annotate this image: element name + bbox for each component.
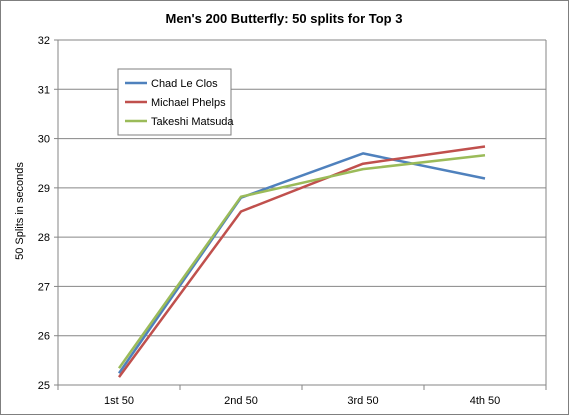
series-line-2 (117, 154, 486, 369)
y-tick-label: 27 (38, 281, 50, 293)
series-line-1 (117, 145, 486, 378)
x-tick-label: 3rd 50 (347, 395, 378, 407)
legend-label: Chad Le Clos (151, 78, 218, 90)
series-line-0 (117, 152, 486, 374)
legend: Chad Le Clos Michael Phelps Takeshi Matsud… (117, 68, 234, 136)
legend-label: Michael Phelps (151, 97, 226, 109)
legend-label: Takeshi Matsuda (151, 116, 234, 128)
y-tick-label: 28 (38, 232, 50, 244)
y-axis-label: 50 Splits in seconds (14, 162, 26, 260)
x-tick-label: 1st 50 (104, 395, 134, 407)
x-tick-label: 2nd 50 (224, 395, 258, 407)
chart-title: Men's 200 Butterfly: 50 splits for Top 3 (166, 11, 403, 26)
y-tick-label: 29 (38, 183, 50, 195)
series-lines (117, 145, 486, 378)
y-tick-label: 30 (38, 134, 50, 146)
y-tick-label: 31 (38, 84, 50, 96)
y-tick-label: 26 (38, 331, 50, 343)
x-tick-label: 4th 50 (470, 395, 501, 407)
axes: 25 26 27 28 29 30 31 32 1st 50 2nd 50 3rd 50 4th 50 (38, 35, 547, 407)
y-tick-label: 25 (38, 380, 50, 392)
y-tick-label: 32 (38, 35, 50, 47)
